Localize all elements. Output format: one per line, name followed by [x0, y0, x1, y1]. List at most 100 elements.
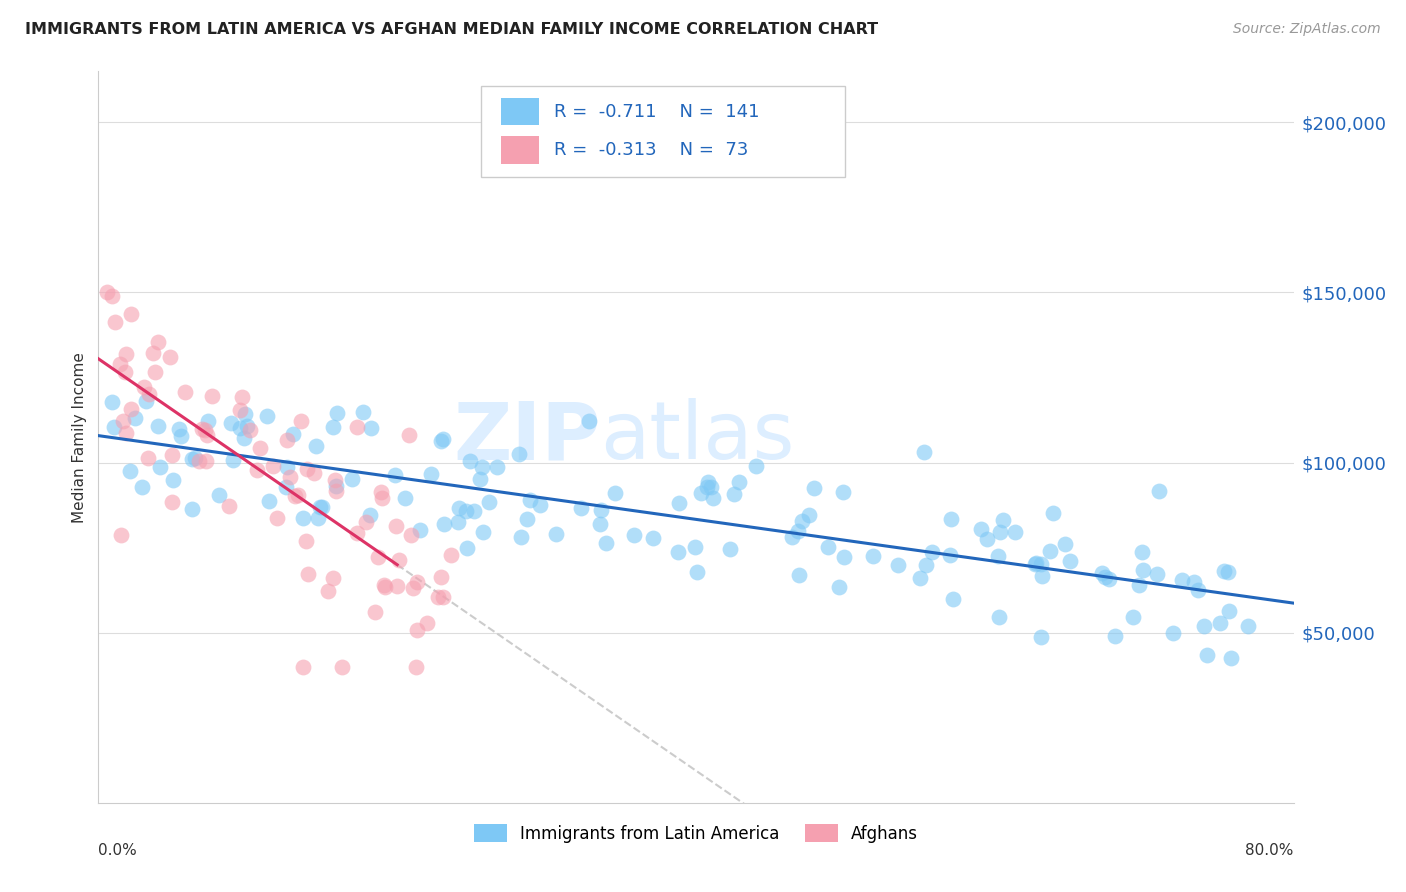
Point — [385, 580, 408, 594]
Point — [170, 429, 193, 443]
Point — [447, 515, 470, 529]
Point — [516, 512, 538, 526]
Point — [110, 528, 132, 542]
Point — [468, 473, 491, 487]
Point — [388, 552, 411, 566]
Point — [1220, 650, 1243, 665]
Point — [354, 515, 377, 529]
Point — [908, 571, 931, 585]
Point — [1171, 573, 1194, 587]
Point — [384, 468, 406, 483]
Point — [231, 391, 253, 405]
Point — [432, 433, 454, 447]
Text: IMMIGRANTS FROM LATIN AMERICA VS AFGHAN MEDIAN FAMILY INCOME CORRELATION CHART: IMMIGRANTS FROM LATIN AMERICA VS AFGHAN … — [25, 22, 879, 37]
Point — [114, 346, 136, 360]
Point — [394, 491, 416, 506]
Point — [832, 549, 855, 564]
Point — [136, 451, 159, 466]
Point — [471, 460, 494, 475]
Text: R =  -0.313    N =  73: R = -0.313 N = 73 — [554, 141, 748, 159]
Point — [1130, 544, 1153, 558]
Point — [409, 524, 432, 538]
Point — [297, 566, 319, 581]
Point — [276, 433, 298, 447]
Point — [988, 524, 1011, 539]
Point — [233, 407, 256, 421]
Point — [1029, 630, 1052, 644]
Point — [266, 511, 288, 525]
Point — [201, 389, 224, 403]
Point — [256, 409, 278, 423]
Point — [921, 545, 943, 559]
FancyBboxPatch shape — [481, 86, 845, 178]
Point — [292, 659, 315, 673]
Point — [284, 489, 307, 503]
Text: atlas: atlas — [600, 398, 794, 476]
Point — [276, 459, 298, 474]
Point — [330, 659, 353, 673]
Point — [401, 528, 423, 542]
Point — [641, 531, 664, 545]
Point — [433, 517, 456, 532]
Point — [290, 414, 312, 428]
Point — [987, 610, 1010, 624]
Point — [367, 549, 389, 564]
Point — [1054, 537, 1077, 551]
Point — [787, 524, 810, 539]
Point — [184, 451, 207, 466]
Point — [325, 483, 347, 498]
Point — [1212, 564, 1234, 578]
Y-axis label: Median Family Income: Median Family Income — [72, 351, 87, 523]
Point — [912, 445, 935, 459]
Point — [120, 401, 142, 416]
Point — [1161, 626, 1184, 640]
Point — [1218, 604, 1240, 618]
Point — [569, 501, 592, 516]
Point — [143, 365, 166, 379]
Point — [149, 460, 172, 475]
Point — [1031, 569, 1053, 583]
Point — [1147, 483, 1170, 498]
Legend: Immigrants from Latin America, Afghans: Immigrants from Latin America, Afghans — [467, 818, 925, 849]
Point — [276, 480, 298, 494]
Point — [371, 491, 394, 505]
Point — [363, 605, 385, 619]
Point — [281, 427, 304, 442]
Point — [307, 510, 329, 524]
Text: ZIP: ZIP — [453, 398, 600, 476]
Point — [219, 416, 242, 430]
Point — [124, 410, 146, 425]
Point — [311, 500, 333, 515]
Point — [939, 548, 962, 562]
Point — [420, 467, 443, 481]
Point — [292, 511, 315, 525]
Point — [180, 452, 202, 467]
Point — [1187, 583, 1209, 598]
Point — [305, 439, 328, 453]
Point — [132, 380, 155, 394]
Point — [432, 590, 454, 604]
Point — [668, 495, 690, 509]
Point — [1039, 544, 1062, 558]
Point — [111, 414, 134, 428]
Point — [103, 420, 125, 434]
Point — [246, 463, 269, 477]
Text: Source: ZipAtlas.com: Source: ZipAtlas.com — [1233, 22, 1381, 37]
Point — [249, 441, 271, 455]
Point — [120, 306, 142, 320]
Point — [1122, 610, 1144, 624]
Point — [195, 454, 218, 468]
Point — [426, 590, 449, 604]
Point — [509, 530, 531, 544]
Text: 0.0%: 0.0% — [98, 843, 138, 858]
Point — [187, 454, 209, 468]
Point — [262, 458, 284, 473]
Point — [623, 528, 645, 542]
Point — [316, 583, 339, 598]
Point — [595, 535, 617, 549]
Text: R =  -0.711    N =  141: R = -0.711 N = 141 — [554, 103, 759, 120]
Point — [208, 488, 231, 502]
Point — [1004, 525, 1026, 540]
Point — [181, 502, 204, 516]
Point — [114, 365, 136, 379]
